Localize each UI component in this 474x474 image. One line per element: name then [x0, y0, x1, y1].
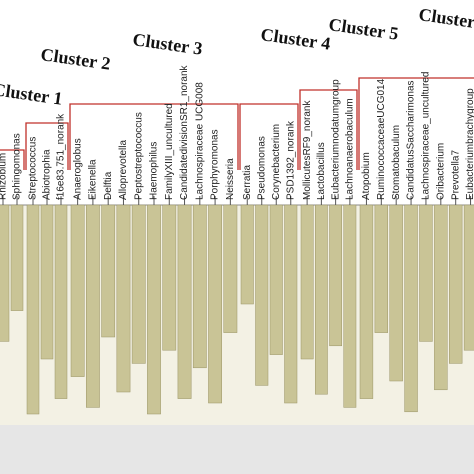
bar — [208, 204, 222, 404]
cluster-label: Cluster 6 — [417, 4, 474, 34]
bar — [192, 204, 207, 369]
taxon-label: Serratia — [242, 165, 253, 200]
cluster-label: Cluster 2 — [39, 44, 111, 74]
taxon-label: Lachnospiraceae_uncultured — [421, 72, 432, 200]
taxon-label: Oribacterium — [435, 143, 446, 200]
bar — [389, 204, 403, 382]
bar — [10, 204, 24, 311]
taxon-label: PSD1392_norank — [285, 120, 296, 200]
bar — [255, 204, 269, 386]
taxon-label: Stomatobaculum — [391, 125, 402, 200]
taxon-label: MollicutesRF9_norank — [302, 100, 313, 200]
taxon-label: Delftia — [103, 171, 114, 200]
bar — [0, 204, 10, 342]
bar — [343, 204, 357, 408]
bar — [374, 204, 388, 333]
cluster-bracket — [69, 103, 239, 170]
cluster-label: Cluster 1 — [0, 79, 64, 109]
taxon-label: Eubacteriumbrachygroup — [465, 88, 474, 200]
bar — [70, 204, 85, 377]
bar — [463, 204, 474, 351]
bar — [284, 204, 298, 404]
taxon-label: Pseudomonas — [256, 136, 267, 200]
taxon-label: Lachnospiraceae UCG008 — [194, 82, 205, 200]
bar — [54, 204, 68, 399]
taxon-label: f16e83.751_norank — [56, 113, 67, 200]
bar — [40, 204, 54, 360]
taxon-label: Porphyromonas — [210, 129, 221, 200]
taxon-label: Eubacteriumnodatumgroup — [330, 79, 341, 200]
cluster-bracket — [299, 89, 358, 170]
bar — [131, 204, 146, 364]
taxon-label: Eikenella — [88, 159, 99, 200]
taxon-label: Lachnoanaerobaculum — [345, 98, 356, 200]
bar — [404, 204, 418, 413]
cluster-label: Cluster 3 — [131, 29, 203, 59]
bar — [434, 204, 448, 391]
taxon-label: Neisseria — [225, 158, 236, 200]
taxon-label: Anaeroglobus — [72, 138, 83, 200]
bar — [419, 204, 433, 342]
cluster-bracket — [0, 149, 25, 170]
cluster-bracket — [25, 122, 69, 170]
bar — [162, 204, 177, 351]
taxon-label: Prevotella7 — [450, 150, 461, 200]
bar — [101, 204, 116, 338]
bar — [26, 204, 40, 415]
cluster-bracket — [239, 103, 299, 170]
taxon-label: Rhizobium — [0, 153, 9, 200]
cluster-bracket — [358, 77, 474, 170]
bar — [329, 204, 342, 347]
taxon-label: Abiotrophia — [42, 149, 53, 200]
bar — [269, 204, 283, 355]
taxon-label: Alloprevotella — [118, 140, 129, 200]
taxon-label: Lactobacillus — [316, 142, 327, 200]
bar — [116, 204, 131, 393]
taxon-label: Atopobium — [361, 152, 372, 200]
bar — [449, 204, 463, 364]
taxon-label: Streptococcus — [28, 137, 39, 200]
cluster-label: Cluster 4 — [259, 24, 331, 54]
bar — [240, 204, 254, 305]
taxon-label: Sphingomonas — [12, 133, 23, 200]
bar — [315, 204, 328, 395]
bar — [359, 204, 374, 399]
bar — [177, 204, 192, 399]
taxon-label: RuminococcaceaeUCG014 — [376, 78, 387, 200]
taxon-label: Peptostreptococcus — [133, 112, 144, 200]
taxon-label: CandidatedivisionSR1_norank — [179, 64, 190, 200]
taxon-label: FamilyXIII_uncultured — [164, 103, 175, 200]
bar — [147, 204, 161, 415]
cluster-label: Cluster 5 — [327, 14, 399, 44]
taxon-label: CandidatusSaccharimonas — [406, 80, 417, 200]
taxon-label: Corynebacterium — [271, 124, 282, 200]
bar — [300, 204, 314, 360]
bar — [223, 204, 238, 333]
taxon-label: Haemophilus — [149, 142, 160, 200]
bar — [86, 204, 100, 408]
footer-area — [0, 425, 474, 474]
